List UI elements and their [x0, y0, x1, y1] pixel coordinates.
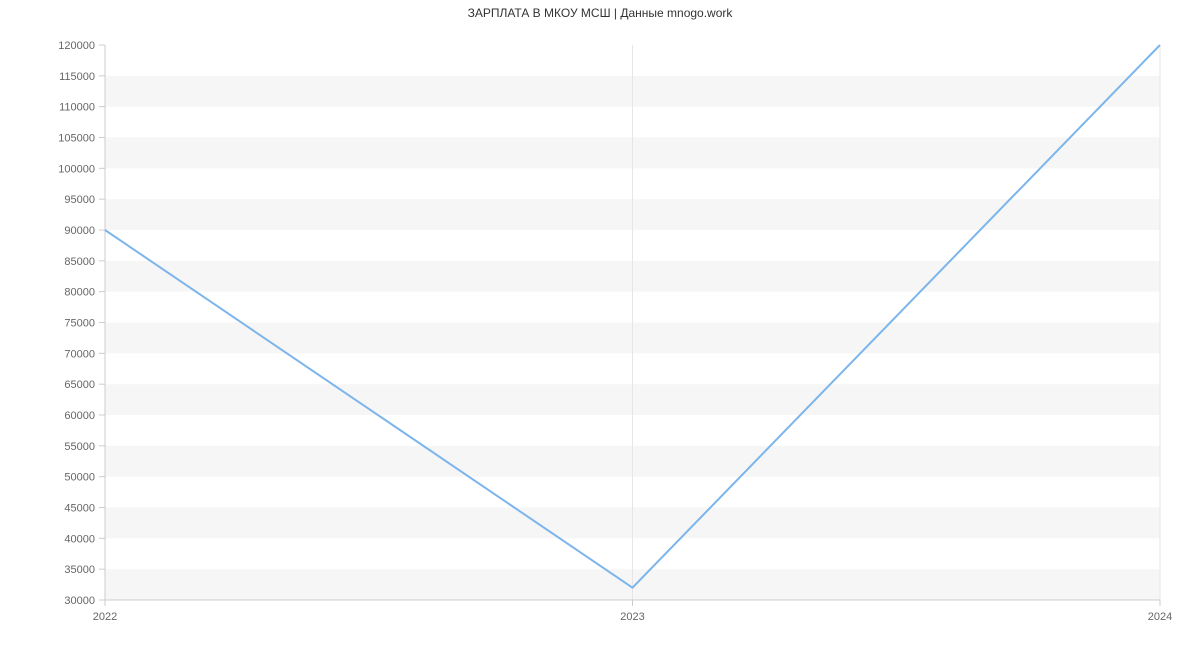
svg-text:100000: 100000	[58, 163, 95, 175]
svg-text:30000: 30000	[64, 595, 95, 607]
svg-text:115000: 115000	[59, 71, 95, 83]
svg-text:50000: 50000	[64, 472, 95, 484]
svg-text:2023: 2023	[620, 611, 644, 623]
svg-text:110000: 110000	[59, 102, 95, 114]
svg-text:80000: 80000	[64, 287, 95, 299]
svg-text:70000: 70000	[64, 348, 95, 360]
svg-text:120000: 120000	[58, 40, 95, 52]
svg-text:105000: 105000	[58, 133, 95, 145]
svg-text:60000: 60000	[64, 410, 95, 422]
svg-text:85000: 85000	[64, 256, 95, 268]
svg-text:75000: 75000	[64, 318, 95, 330]
svg-text:65000: 65000	[64, 379, 95, 391]
salary-line-chart: ЗАРПЛАТА В МКОУ МСШ | Данные mnogo.work …	[0, 0, 1200, 650]
svg-text:2022: 2022	[93, 611, 117, 623]
svg-text:95000: 95000	[64, 194, 95, 206]
svg-text:35000: 35000	[64, 564, 95, 576]
chart-svg: 30000 35000 40000 45000 50000 55000 60000 65000…	[0, 0, 1200, 650]
svg-text:55000: 55000	[64, 441, 95, 453]
svg-text:2024: 2024	[1148, 611, 1172, 623]
svg-text:90000: 90000	[64, 225, 95, 237]
svg-text:45000: 45000	[64, 503, 95, 515]
svg-text:40000: 40000	[64, 533, 95, 545]
